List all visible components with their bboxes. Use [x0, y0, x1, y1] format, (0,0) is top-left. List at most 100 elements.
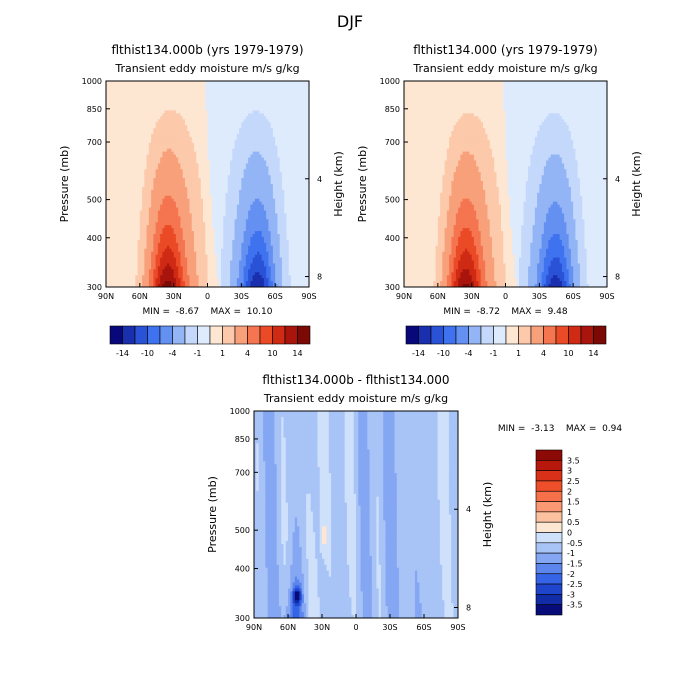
contour-cell — [121, 160, 125, 164]
contour-cell — [293, 154, 296, 158]
contour-field — [106, 81, 310, 288]
contour-cell — [257, 131, 260, 135]
contour-cell — [135, 81, 138, 85]
contour-cell — [191, 204, 195, 208]
contour-cell — [169, 160, 172, 164]
contour-cell — [306, 166, 310, 170]
contour-cell — [209, 86, 213, 91]
contour-cell — [157, 184, 161, 188]
contour-cell — [200, 184, 204, 188]
contour-cell — [189, 92, 193, 97]
contour-cell — [243, 101, 247, 105]
contour-cell — [275, 172, 278, 176]
contour-cell — [250, 236, 254, 241]
contour-cell — [144, 122, 147, 126]
contour-cell — [263, 148, 267, 153]
contour-cell — [259, 139, 263, 144]
contour-cell — [117, 125, 120, 129]
contour-cell — [160, 239, 163, 244]
contour-cell — [236, 148, 240, 153]
contour-cell — [117, 139, 120, 144]
contour-cell — [279, 219, 283, 223]
contour-cell — [128, 122, 132, 126]
contour-cell — [306, 210, 310, 214]
contour-cell — [295, 216, 299, 220]
contour-cell — [288, 210, 292, 214]
contour-cell — [191, 148, 195, 153]
contour-cell — [263, 201, 267, 205]
contour-cell — [155, 110, 159, 114]
contour-cell — [212, 189, 215, 194]
contour-cell — [173, 242, 177, 247]
contour-cell — [196, 231, 199, 235]
contour-cell — [137, 234, 141, 238]
contour-cell — [218, 204, 222, 208]
contour-cell — [153, 92, 157, 97]
contour-cell — [284, 119, 287, 123]
contour-cell — [115, 219, 118, 223]
contour-cell — [252, 210, 256, 214]
contour-cell — [236, 136, 240, 141]
contour-cell — [200, 157, 204, 161]
contour-cell — [281, 142, 285, 147]
contour-cell — [175, 133, 179, 138]
contour-cell — [128, 119, 132, 123]
contour-cell — [106, 195, 109, 200]
contour-cell — [266, 142, 269, 147]
contour-cell — [189, 236, 193, 241]
contour-cell — [214, 169, 217, 173]
contour-cell — [106, 169, 109, 173]
contour-cell — [173, 175, 177, 179]
contour-cell — [166, 181, 170, 185]
contour-cell — [182, 231, 186, 235]
contour-cell — [106, 104, 109, 108]
contour-cell — [207, 228, 211, 232]
contour-cell — [250, 86, 254, 91]
contour-cell — [302, 133, 305, 138]
contour-cell — [257, 184, 260, 188]
contour-cell — [178, 201, 181, 205]
contour-cell — [142, 145, 145, 150]
contour-cell — [166, 178, 170, 182]
contour-cell — [290, 89, 294, 94]
contour-cell — [151, 104, 154, 108]
contour-cell — [155, 201, 159, 205]
contour-cell — [293, 204, 296, 208]
contour-cell — [263, 95, 267, 100]
contour-cell — [175, 186, 179, 191]
contour-cell — [187, 125, 190, 129]
contour-cell — [306, 89, 310, 94]
contour-cell — [232, 92, 235, 97]
contour-cell — [248, 201, 251, 205]
contour-cell — [225, 154, 229, 158]
contour-cell — [284, 136, 287, 141]
contour-cell — [293, 213, 296, 217]
contour-cell — [184, 92, 188, 97]
contour-cell — [227, 189, 231, 194]
contour-cell — [126, 148, 129, 153]
contour-cell — [207, 133, 211, 138]
contour-cell — [279, 122, 283, 126]
contour-cell — [198, 219, 202, 223]
contour-cell — [223, 148, 226, 153]
contour-cell — [257, 139, 260, 144]
contour-cell — [110, 131, 114, 135]
contour-cell — [268, 131, 272, 135]
contour-cell — [286, 107, 290, 111]
contour-cell — [173, 116, 177, 120]
contour-cell — [144, 225, 147, 229]
contour-cell — [112, 231, 116, 235]
contour-cell — [225, 234, 229, 238]
contour-cell — [284, 204, 287, 208]
contour-cell — [187, 192, 190, 197]
contour-cell — [214, 204, 217, 208]
contour-cell — [108, 89, 111, 94]
contour-cell — [270, 219, 274, 223]
contour-cell — [288, 239, 292, 244]
contour-cell — [230, 139, 233, 144]
contour-cell — [286, 186, 290, 191]
contour-cell — [297, 172, 301, 176]
contour-cell — [178, 231, 181, 235]
contour-cell — [166, 204, 170, 208]
contour-cell — [112, 142, 116, 147]
